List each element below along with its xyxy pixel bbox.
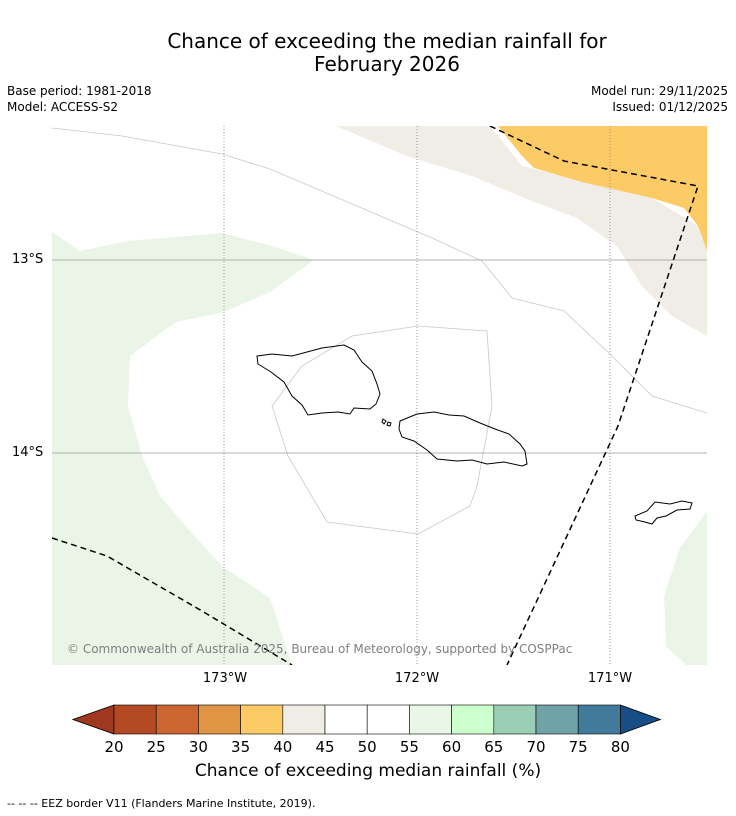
gridlines xyxy=(52,259,707,454)
colorbar-tick-55: 55 xyxy=(400,738,419,756)
eez-borders xyxy=(52,126,699,665)
orange-region xyxy=(498,126,707,251)
contour-1 xyxy=(52,127,707,414)
islet-1 xyxy=(381,418,387,425)
lon-label-173: 173°W xyxy=(202,671,248,686)
footnote: -- -- -- EEZ border V11 (Flanders Marine… xyxy=(7,797,316,810)
colorbar-tick-20: 20 xyxy=(104,738,123,756)
colorbar-segment-50-55 xyxy=(366,704,410,735)
map-title: Chance of exceeding the median rainfall … xyxy=(0,30,736,76)
colorbar-segment-30-35 xyxy=(198,704,241,735)
colorbar-tick-50: 50 xyxy=(358,738,377,756)
map-svg: © Commonwealth of Australia 2025, Bureau… xyxy=(52,126,707,665)
colorbar-extend-low xyxy=(71,704,115,735)
colorbar-tick-30: 30 xyxy=(189,738,208,756)
meta-right: Model run: 29/11/2025 Issued: 01/12/2025 xyxy=(591,83,728,115)
issued-date: Issued: 01/12/2025 xyxy=(612,100,728,114)
contours xyxy=(52,127,707,535)
beige-region xyxy=(336,126,707,336)
colorbar-tick-40: 40 xyxy=(273,738,292,756)
colorbar-tick-65: 65 xyxy=(484,738,503,756)
base-period: Base period: 1981-2018 xyxy=(7,84,152,98)
lon-label-171: 171°W xyxy=(587,671,633,686)
colorbar-segment-35-40 xyxy=(240,704,284,735)
colorbar-tick-45: 45 xyxy=(315,738,334,756)
colorbar-tick-75: 75 xyxy=(569,738,588,756)
colorbar-tick-25: 25 xyxy=(147,738,166,756)
meta-left: Base period: 1981-2018 Model: ACCESS-S2 xyxy=(7,83,152,115)
colorbar-segment-45-50 xyxy=(324,704,368,735)
lat-label-13: 13°S xyxy=(12,252,44,267)
colorbar-segment-40-45 xyxy=(282,704,326,735)
colorbar-extend-high xyxy=(620,704,662,735)
colorbar-segment-65-70 xyxy=(493,704,537,735)
lat-label-14: 14°S xyxy=(12,445,44,460)
colorbar-tick-35: 35 xyxy=(231,738,250,756)
model-name: Model: ACCESS-S2 xyxy=(7,100,119,114)
colorbar-tick-80: 80 xyxy=(611,738,630,756)
islands xyxy=(256,344,693,525)
island-upolu xyxy=(398,411,528,467)
colorbar-segment-25-30 xyxy=(155,704,199,735)
colorbar-segment-75-80 xyxy=(577,704,621,735)
colorbar-segment-70-75 xyxy=(535,704,579,735)
lon-label-172: 172°W xyxy=(394,671,440,686)
green-region-east xyxy=(664,511,707,665)
eez-border-southwest xyxy=(52,537,293,665)
colorbar-svg: 20 25 30 35 40 45 50 55 60 65 70 75 80 xyxy=(71,704,662,756)
colorbar-segment-20-25 xyxy=(113,704,157,735)
colorbar-tick-70: 70 xyxy=(526,738,545,756)
colorbar-segment-60-65 xyxy=(451,704,495,735)
map-panel: © Commonwealth of Australia 2025, Bureau… xyxy=(52,126,707,665)
island-savaii xyxy=(256,344,381,416)
model-run: Model run: 29/11/2025 xyxy=(590,84,728,98)
contour-2 xyxy=(271,325,493,535)
title-line-2: February 2026 xyxy=(314,52,460,76)
islet-2 xyxy=(386,421,392,427)
copyright-text: © Commonwealth of Australia 2025, Bureau… xyxy=(67,642,572,656)
title-line-1: Chance of exceeding the median rainfall … xyxy=(167,29,607,53)
colorbar-tick-60: 60 xyxy=(442,738,461,756)
green-region-west xyxy=(52,232,314,665)
colorbar-segment-55-60 xyxy=(409,704,452,735)
colorbar: 20 25 30 35 40 45 50 55 60 65 70 75 80 xyxy=(71,704,664,760)
colorbar-title: Chance of exceeding median rainfall (%) xyxy=(194,761,542,781)
eez-border-northeast xyxy=(489,126,699,665)
island-tutuila xyxy=(634,500,693,525)
